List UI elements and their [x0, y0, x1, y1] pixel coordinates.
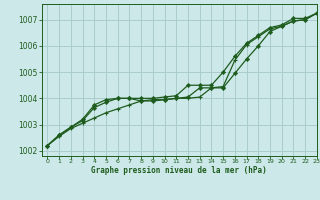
X-axis label: Graphe pression niveau de la mer (hPa): Graphe pression niveau de la mer (hPa)	[91, 166, 267, 175]
